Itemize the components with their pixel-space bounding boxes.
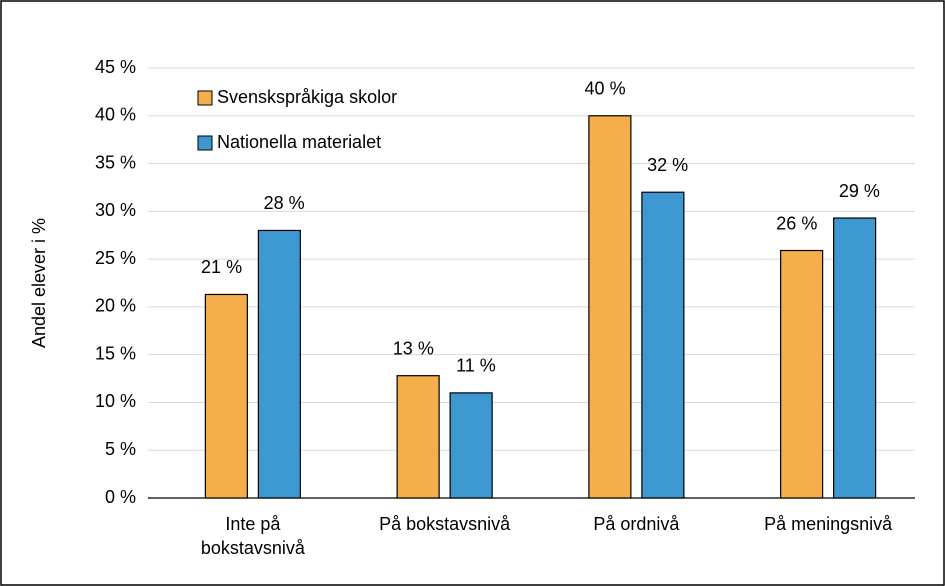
y-tick-label: 15 % (95, 343, 136, 363)
data-label: 32 % (647, 155, 688, 175)
y-tick-label: 10 % (95, 391, 136, 411)
y-axis-title: Andel elever i % (29, 218, 49, 348)
bar (204, 293, 248, 499)
x-tick-label: På bokstavsnivå (379, 514, 511, 534)
bar (833, 217, 877, 499)
y-tick-label: 40 % (95, 105, 136, 125)
data-label: 28 % (264, 193, 305, 213)
y-tick-label: 35 % (95, 152, 136, 172)
y-tick-label: 0 % (105, 487, 136, 507)
bar (780, 249, 824, 499)
legend-swatch (197, 135, 213, 151)
x-tick-label: På meningsnivå (764, 514, 893, 534)
data-label: 13 % (393, 338, 434, 358)
bar (449, 392, 493, 499)
y-tick-label: 20 % (95, 296, 136, 316)
data-label: 11 % (456, 356, 496, 376)
y-tick-label: 45 % (95, 57, 136, 77)
data-label: 21 % (201, 257, 242, 277)
y-tick-label: 30 % (95, 200, 136, 220)
y-tick-label: 25 % (95, 248, 136, 268)
legend-label: Nationella materialet (217, 132, 381, 152)
x-tick-label: Inte på bokstavsnivå (200, 514, 305, 558)
bar (396, 375, 440, 499)
bar (641, 191, 685, 499)
data-label: 26 % (776, 213, 817, 233)
legend-label: Svenskspråkiga skolor (217, 87, 397, 107)
data-label: 40 % (585, 79, 626, 99)
legend-swatch (197, 90, 213, 106)
bar (257, 229, 301, 499)
bar (588, 115, 632, 499)
y-tick-label: 5 % (105, 439, 136, 459)
x-tick-label: På ordnivå (593, 514, 680, 534)
data-label: 29 % (839, 181, 880, 201)
